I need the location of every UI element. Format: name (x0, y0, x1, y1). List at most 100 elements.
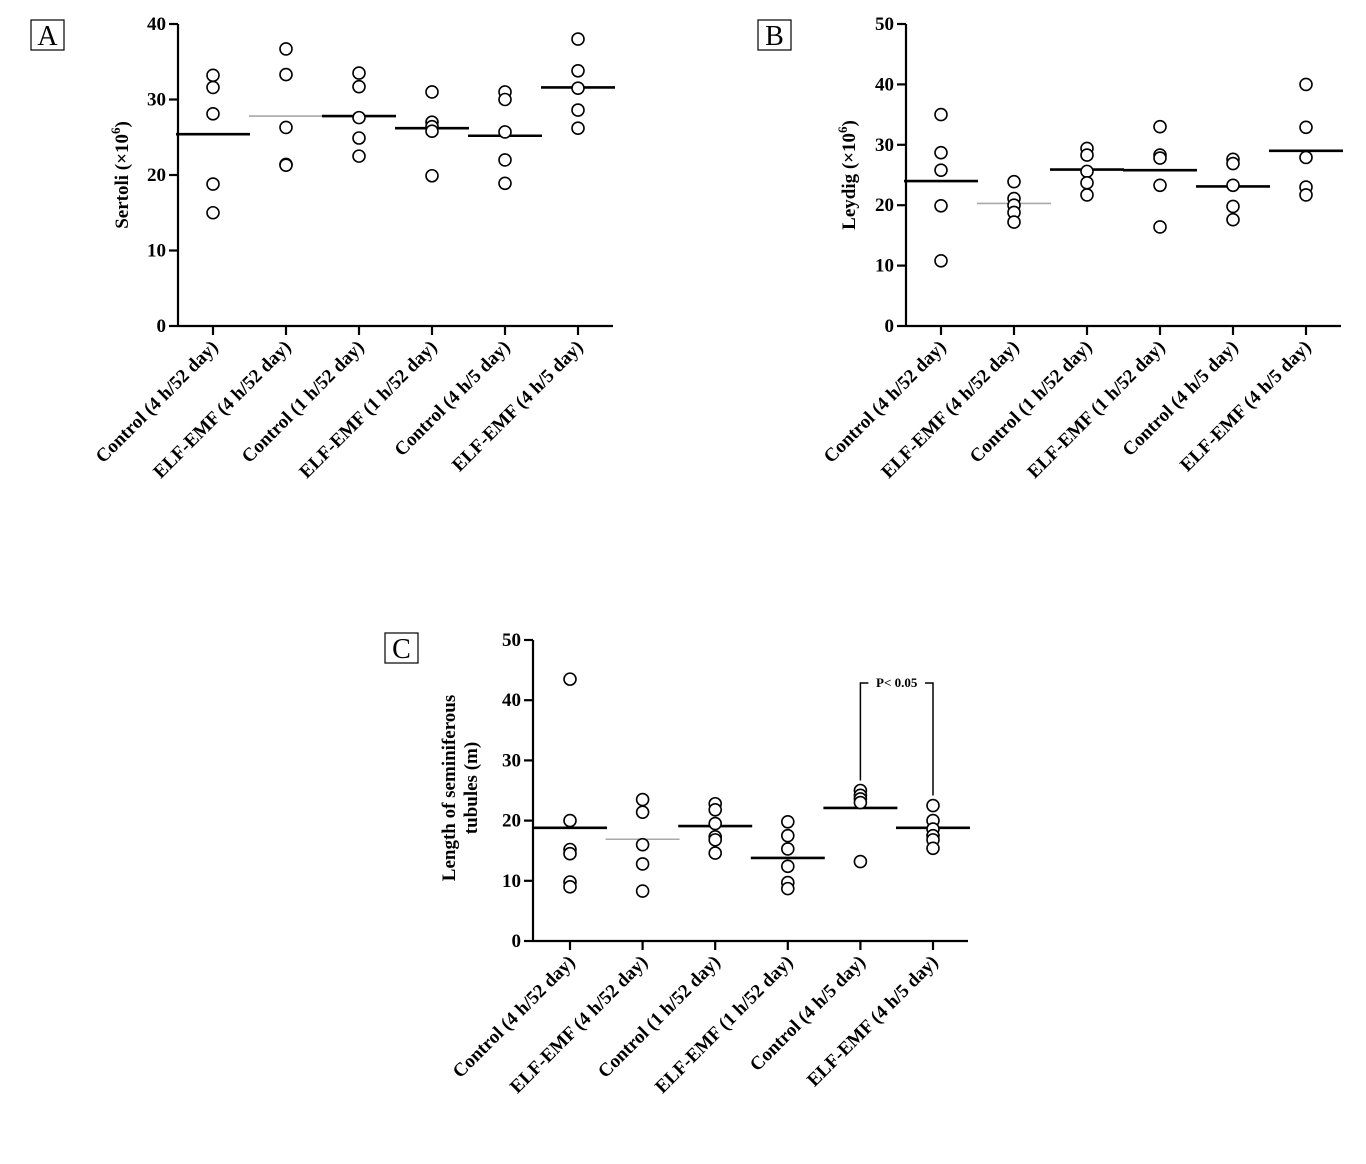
panel-b-category-label: Control (1 h/52 day) (966, 337, 1097, 468)
panel-a-data-point (571, 103, 585, 117)
panel-b-y-tick-label: 30 (875, 135, 894, 156)
panel-a-data-point (206, 205, 220, 220)
panel-a-category-label: ELF-EMF (4 h/52 day) (149, 337, 295, 483)
panel-a-data-point (206, 68, 220, 83)
panel-c-data-point (708, 846, 723, 860)
panel-c-y-axis-title-line1: Length of seminiferous (439, 695, 460, 881)
panel-c-data-point (780, 881, 795, 896)
panel-c-data-point (635, 792, 650, 807)
panel-c-y-tick-label: 40 (502, 690, 521, 711)
panel-a-data-point (498, 125, 512, 139)
panel-c-category-label: ELF-EMF (4 h/5 day) (803, 952, 942, 1091)
panel-a-category-label: ELF-EMF (4 h/5 day) (448, 337, 587, 476)
panel-c-data-point (708, 833, 723, 847)
panel-c-letter: C (392, 634, 411, 665)
panel-a-data-point (425, 85, 439, 99)
panel-c-y-axis-title-line2: tubules (m) (461, 742, 482, 834)
panel-b-category-label: ELF-EMF (4 h/52 day) (877, 337, 1023, 483)
panel-b-data-point (1153, 119, 1167, 134)
panel-c-letter-box (384, 632, 419, 664)
panel-a-data-point (498, 153, 512, 167)
panel-a-data-point (571, 81, 585, 95)
panel-c-data-point (635, 884, 650, 898)
panel-b-y-tick-label: 10 (875, 256, 894, 277)
panel-b-y-tick-label: 0 (885, 316, 895, 337)
panel-a-y-axis-title-tail: ) (112, 121, 133, 127)
panel-c-y-tick-label: 0 (512, 931, 522, 952)
panel-c-category-label: Control (1 h/52 day) (594, 952, 725, 1083)
panel-a-y-tick-label: 20 (147, 165, 166, 186)
panel-a-data-point (279, 67, 293, 82)
panel-b-data-point (1299, 120, 1313, 135)
panel-a-data-point (352, 149, 366, 163)
panel-b-data-point (1226, 178, 1240, 193)
panel-b-data-point (1299, 188, 1313, 202)
panel-b-y-tick-label: 40 (875, 74, 894, 95)
panel-c-category-label: ELF-EMF (1 h/52 day) (651, 952, 797, 1098)
panel-b-data-point (1153, 178, 1167, 193)
panel-c-data-point (635, 857, 650, 871)
panel-b-y-tick-label: 20 (875, 195, 894, 216)
panel-b-data-point (1153, 220, 1167, 234)
panel-a-data-point (571, 32, 585, 46)
panel-b-data-point (1080, 148, 1094, 162)
panel-b-data-point (1299, 77, 1313, 92)
panel-b-data-point (934, 253, 948, 268)
panel-b-category-label: Control (4 h/52 day) (820, 337, 951, 468)
panel-c: C Length of seminiferous tubules (m) 0 10… (384, 630, 970, 1098)
panel-b-data-point (1153, 151, 1167, 165)
panel-c-category-label: Control (4 h/52 day) (449, 952, 580, 1083)
panel-a: A Sertoli (×106) 0 10 20 30 40 Control (4 h/5… (30, 14, 615, 483)
panel-b-data-point (1299, 150, 1313, 165)
panel-b-y-axis-title-main: Leydig (×10 (839, 133, 860, 230)
panel-a-category-label: Control (4 h/52 day) (92, 337, 223, 468)
panel-b-data-point (934, 107, 948, 122)
panel-b-y-tick-label: 50 (875, 14, 894, 35)
panel-c-data-point (780, 859, 795, 874)
panel-a-y-tick-label: 0 (157, 316, 167, 337)
panel-a-category-label: Control (1 h/52 day) (238, 337, 369, 468)
panel-c-data-point (780, 842, 795, 856)
panel-b-data-point (1007, 174, 1021, 189)
panel-c-data-point (853, 854, 868, 869)
panel-b-y-axis-title-tail: ) (839, 120, 860, 126)
panel-b-category-label: ELF-EMF (1 h/52 day) (1023, 337, 1169, 483)
panel-b-letter: B (765, 21, 784, 52)
panel-a-y-tick-label: 10 (147, 241, 166, 262)
panel-c-data-point (708, 802, 723, 817)
panel-c-data-point (926, 798, 940, 813)
panel-b-data-point (934, 199, 948, 213)
panel-b-data-point (1226, 156, 1240, 171)
panel-a-data-point (352, 131, 366, 145)
panel-c-y-tick-label: 30 (502, 750, 521, 771)
panel-c-y-tick-label: 20 (502, 811, 521, 832)
panel-c-y-tick-label: 10 (502, 871, 521, 892)
panel-b-data-point (934, 163, 948, 177)
panel-a-data-point (206, 177, 220, 191)
panel-c-sig-bracket-left (859, 682, 869, 781)
panel-a-data-point (425, 124, 439, 139)
panel-a-data-point (498, 92, 512, 107)
panel-a-data-point (571, 64, 585, 78)
panel-c-data-point (780, 815, 795, 829)
panel-c-y-tick-label: 50 (502, 630, 521, 651)
panel-a-data-point (352, 66, 366, 80)
panel-c-data-point (780, 828, 795, 843)
panel-a-data-point (279, 158, 293, 172)
panel-b-data-point (1226, 212, 1240, 227)
panel-b-data-point (1080, 164, 1094, 179)
panel-a-letter-box (30, 19, 65, 51)
panel-a-data-point (206, 80, 220, 95)
panel-c-data-point (635, 837, 650, 852)
panel-b-y-axis-title: Leydig (×106) (835, 120, 860, 230)
panel-c-data-point (563, 846, 577, 861)
panel-a-data-point (206, 107, 220, 121)
panel-c-data-point (563, 880, 577, 894)
panel-c-data-point (635, 805, 650, 819)
panel-a-category-label: ELF-EMF (1 h/52 day) (295, 337, 441, 483)
panel-c-data-point (563, 813, 577, 828)
panel-b-category-label: ELF-EMF (4 h/5 day) (1176, 337, 1315, 476)
panel-a-data-point (571, 121, 585, 135)
panel-c-data-point (926, 841, 940, 856)
panel-a-y-axis-title-main: Sertoli (×10 (112, 134, 133, 229)
